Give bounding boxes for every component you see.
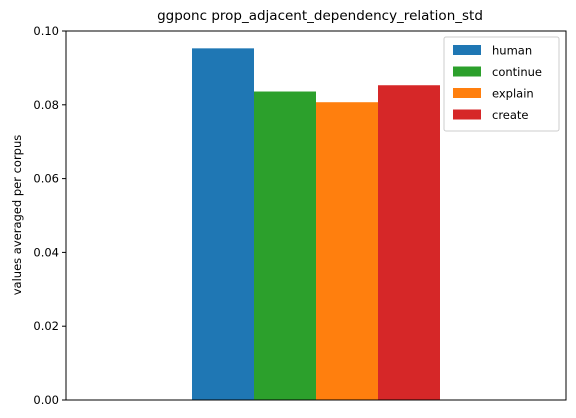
legend-swatch-explain: [453, 88, 481, 98]
legend-box: [443, 36, 560, 132]
legend-label-create: create: [492, 108, 529, 122]
legend-swatch-human: [453, 45, 481, 55]
plot-area: 0.00 0.02 0.04 0.06 0.08 0.10: [33, 24, 567, 407]
bar-human: [192, 48, 254, 401]
y-tick-label: 0.06: [33, 172, 59, 186]
chart-title: ggponc prop_adjacent_dependency_relation…: [157, 8, 483, 24]
legend-swatch-continue: [453, 66, 481, 77]
y-tick-label: 0.04: [33, 245, 59, 259]
bar-explain: [316, 102, 378, 400]
axes-frame: [65, 30, 567, 401]
legend-label-human: human: [492, 44, 532, 58]
legend-label-explain: explain: [492, 87, 534, 101]
y-tick-label: 0.10: [33, 24, 59, 38]
legend: human continue explain create: [443, 36, 560, 132]
y-tick-label: 0.08: [33, 98, 59, 112]
bar-continue: [254, 91, 316, 401]
bar-create: [378, 85, 440, 401]
y-tick-label: 0.02: [33, 319, 59, 333]
y-tick-label: 0.00: [33, 393, 59, 407]
legend-label-continue: continue: [492, 65, 542, 79]
legend-swatch-create: [453, 109, 481, 120]
y-axis-label: values averaged per corpus: [10, 135, 24, 296]
